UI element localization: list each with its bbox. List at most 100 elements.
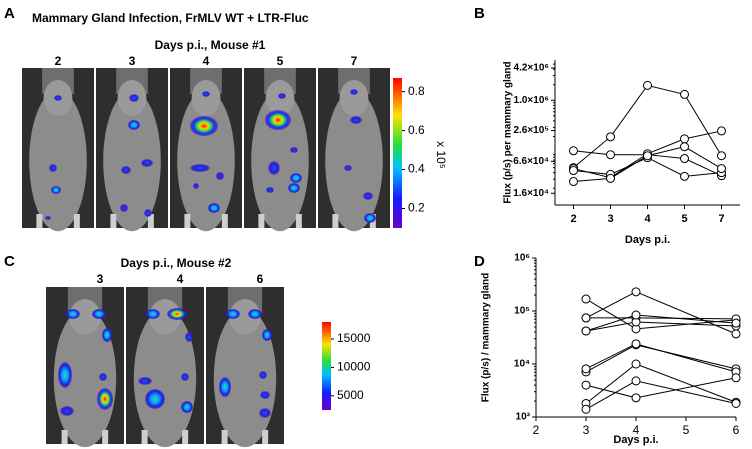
day-label: 3 <box>129 54 136 68</box>
x-tick-label: 6 <box>733 423 740 437</box>
series-line <box>586 317 737 320</box>
data-point <box>717 126 726 136</box>
panel-label: C <box>4 253 15 270</box>
signal-blob <box>364 213 376 223</box>
signal-blob <box>60 406 74 416</box>
panel-subtitle: Days p.i., Mouse #2 <box>121 256 232 270</box>
signal-blob <box>138 377 152 385</box>
data-point <box>631 287 641 297</box>
signal-blob <box>146 309 160 319</box>
series-line <box>585 363 737 404</box>
data-point <box>581 294 591 304</box>
colorbar-tick-label: 5000 <box>337 388 364 402</box>
day-label: 2 <box>55 54 62 68</box>
series-line <box>585 344 737 373</box>
x-tick-label: 4 <box>644 213 651 225</box>
mouse-leg <box>262 430 269 444</box>
signal-blob <box>226 309 240 319</box>
x-tick-label: 2 <box>570 213 576 225</box>
colorbar-tick-label: 0.6 <box>408 123 425 137</box>
colorbar <box>322 322 331 410</box>
data-point <box>631 359 641 369</box>
signal-blob <box>121 166 131 174</box>
x-tick-label: 4 <box>633 423 640 437</box>
panel-label: A <box>4 5 15 22</box>
mouse-body <box>133 308 197 448</box>
series-line <box>585 377 737 399</box>
signal-blob <box>185 332 193 342</box>
mouse-head <box>229 299 261 335</box>
signal-blob <box>66 309 80 319</box>
signal-blob <box>144 209 152 217</box>
signal-blob <box>141 159 153 167</box>
signal-blob <box>266 187 274 193</box>
signal-blob <box>262 329 272 341</box>
signal-blob <box>181 401 193 413</box>
signal-blob <box>344 165 352 171</box>
data-point <box>581 380 591 390</box>
signal-blob <box>278 93 286 99</box>
mouse-leg <box>221 430 228 444</box>
signal-blob <box>129 94 139 102</box>
signal-blob <box>265 110 291 130</box>
mouse-leg <box>36 214 43 228</box>
data-point <box>631 393 641 403</box>
signal-blob <box>167 308 187 320</box>
signal-blob <box>208 203 220 213</box>
mouse-leg <box>332 214 339 228</box>
signal-blob <box>259 408 271 418</box>
signal-blob <box>181 373 189 381</box>
day-label: 4 <box>203 54 210 68</box>
data-point <box>731 318 741 328</box>
mouse-leg <box>221 214 228 228</box>
signal-blob <box>120 204 128 212</box>
x-tick-label: 5 <box>681 213 687 225</box>
signal-blob <box>248 309 262 319</box>
mouse-head <box>191 80 221 116</box>
y-tick-label: 10⁶ <box>514 253 530 264</box>
colorbar-unit: x 10⁵ <box>434 141 448 169</box>
y-tick-label: 6.6×10⁴ <box>513 156 549 167</box>
signal-blob <box>54 95 62 101</box>
signal-blob <box>216 172 224 180</box>
colorbar-tick-label: 0.2 <box>408 201 425 215</box>
signal-blob <box>290 147 298 153</box>
signal-blob <box>363 192 373 200</box>
data-point <box>569 177 578 187</box>
y-axis-title: Flux (p/s) per mammary gland <box>503 61 514 203</box>
mouse-leg <box>258 214 265 228</box>
mouse-leg <box>102 430 109 444</box>
day-label: 5 <box>277 54 284 68</box>
x-tick-label: 7 <box>718 213 724 225</box>
data-point <box>581 364 591 374</box>
data-point <box>731 329 741 339</box>
signal-blob <box>193 183 199 189</box>
signal-blob <box>190 164 210 172</box>
signal-blob <box>102 328 112 342</box>
data-point <box>717 151 726 161</box>
mouse-leg <box>61 430 68 444</box>
y-tick-label: 1.6×10⁴ <box>513 188 549 199</box>
x-tick-label: 3 <box>607 213 613 225</box>
signal-blob <box>219 377 231 397</box>
colorbar-tick-label: 15000 <box>337 331 371 345</box>
data-point <box>680 171 689 181</box>
mouse-body <box>251 90 309 232</box>
signal-blob <box>58 362 72 388</box>
y-tick-label: 10³ <box>516 412 531 423</box>
data-point <box>569 146 578 156</box>
colorbar-tick-label: 0.8 <box>408 84 425 98</box>
signal-blob <box>128 120 140 130</box>
panel-label: D <box>474 253 485 270</box>
mouse-leg <box>182 430 189 444</box>
data-point <box>606 132 615 142</box>
mouse-leg <box>147 214 154 228</box>
day-label: 3 <box>97 272 104 286</box>
colorbar-tick-label: 0.4 <box>408 162 425 176</box>
figure-title: Mammary Gland Infection, FrMLV WT + LTR-… <box>32 11 309 25</box>
mouse-head <box>149 299 181 335</box>
y-tick-label: 10⁴ <box>514 359 530 370</box>
signal-blob <box>190 116 218 136</box>
